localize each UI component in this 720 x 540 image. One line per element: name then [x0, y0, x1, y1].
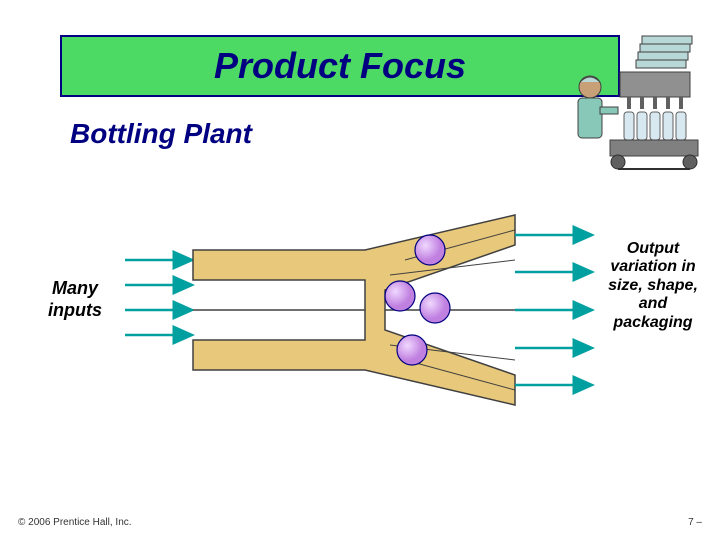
flow-diagram	[125, 200, 595, 420]
page-number: 7 –	[688, 517, 702, 528]
inputs-label-line1: Many	[52, 278, 98, 298]
subtitle: Bottling Plant	[70, 118, 252, 150]
bottling-illustration	[570, 32, 700, 182]
title-bar: Product Focus	[60, 35, 620, 97]
inputs-label: Many inputs	[48, 278, 102, 321]
page-title: Product Focus	[214, 45, 466, 87]
copyright: © 2006 Prentice Hall, Inc.	[18, 517, 132, 528]
inputs-label-line2: inputs	[48, 300, 102, 320]
outputs-label: Output variation in size, shape, and pac…	[598, 240, 708, 332]
